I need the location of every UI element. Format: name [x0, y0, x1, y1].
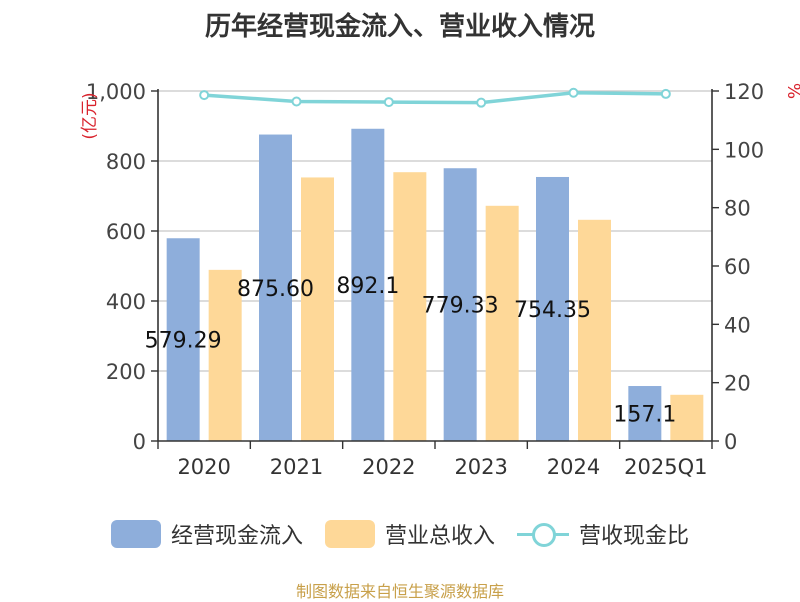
- right-tick-label: 100: [724, 138, 764, 162]
- legend: 经营现金流入 营业总收入 营收现金比: [0, 514, 800, 554]
- cash-inflow-bar-2025Q1: [628, 386, 662, 441]
- ratio-point-2020: [199, 90, 210, 101]
- legend-swatch-revenue: [324, 520, 375, 548]
- left-tick-label: 400: [106, 290, 146, 314]
- data-labels: 579.29 875.60 892.1 779.33 754.35 157.1: [145, 274, 677, 428]
- revenue-bar-2024: [578, 219, 611, 441]
- x-tick-label: 2025Q1: [624, 455, 707, 479]
- legend-item-ratio[interactable]: 营收现金比: [517, 518, 689, 550]
- legend-label-revenue: 营业总收入: [384, 524, 495, 549]
- x-tick-label: 2020: [177, 455, 230, 479]
- ratio-point-2022: [383, 97, 394, 108]
- source-note: 制图数据来自恒生聚源数据库: [295, 582, 504, 601]
- data-label-2022: 892.1: [336, 274, 399, 299]
- legend-swatch-ratio: [517, 520, 569, 548]
- right-tick-label: 40: [724, 313, 751, 337]
- data-label-2021: 875.60: [237, 277, 314, 302]
- axes: 0 200 400 600 800 1,000 0 20 40 60 80 100 120 (亿元)% 20…: [80, 80, 800, 479]
- ratio-point-2024: [568, 87, 579, 98]
- cash-inflow-bar-2021: [259, 134, 292, 442]
- left-tick-label: 1,000: [86, 80, 146, 104]
- data-label-2023: 779.33: [422, 294, 499, 319]
- right-tick-label: 20: [724, 372, 751, 396]
- right-tick-label: 60: [724, 255, 751, 279]
- gridlines: [158, 90, 712, 372]
- right-tick-label: 0: [724, 430, 737, 454]
- data-label-2024: 754.35: [514, 298, 591, 323]
- ratio-point-2021: [291, 96, 302, 107]
- revenue-bar-2023: [485, 205, 519, 441]
- revenue-bar-2021: [301, 177, 334, 441]
- chart-title: 历年经营现金流入、营业收入情况: [204, 12, 595, 42]
- revenue-bar-2020: [208, 269, 242, 441]
- legend-item-revenue[interactable]: 营业总收入: [324, 518, 495, 550]
- ratio-point-2025Q1: [660, 88, 671, 99]
- left-tick-label: 200: [106, 360, 146, 384]
- x-tick-label: 2022: [362, 455, 415, 479]
- revenue-bar-2025Q1: [670, 394, 704, 441]
- cash-inflow-bar-2020: [166, 238, 200, 441]
- right-tick-label: 120: [724, 80, 764, 104]
- legend-swatch-cash-inflow: [110, 520, 161, 548]
- revenue-bar-2022: [393, 172, 427, 441]
- x-tick-label: 2023: [454, 455, 507, 479]
- left-tick-label: 600: [106, 220, 146, 244]
- left-tick-label: 0: [133, 430, 146, 454]
- data-label-2020: 579.29: [145, 329, 222, 354]
- ratio-line: [199, 87, 671, 108]
- x-tick-label: 2024: [547, 455, 600, 479]
- chart-svg: 0 200 400 600 800 1,000 0 20 40 60 80 100 120 (亿元)% 20…: [80, 80, 800, 479]
- bars: [166, 128, 704, 442]
- ratio-line-path: [204, 90, 666, 105]
- x-tick-label: 2021: [270, 455, 323, 479]
- right-tick-label: 80: [724, 197, 751, 221]
- legend-label-ratio: 营收现金比: [579, 524, 690, 549]
- right-axis-unit: %: [783, 83, 800, 99]
- cash-inflow-bar-2024: [536, 176, 569, 442]
- legend-item-cash-inflow[interactable]: 经营现金流入: [110, 518, 303, 550]
- data-label-2025Q1: 157.1: [613, 403, 676, 428]
- cash-inflow-bar-2022: [351, 128, 385, 441]
- ratio-point-2023: [476, 97, 487, 108]
- left-tick-label: 800: [106, 150, 146, 174]
- left-axis-unit: (亿元): [80, 92, 100, 139]
- legend-label-cash-inflow: 经营现金流入: [170, 524, 303, 549]
- cash-inflow-bar-2023: [443, 168, 477, 441]
